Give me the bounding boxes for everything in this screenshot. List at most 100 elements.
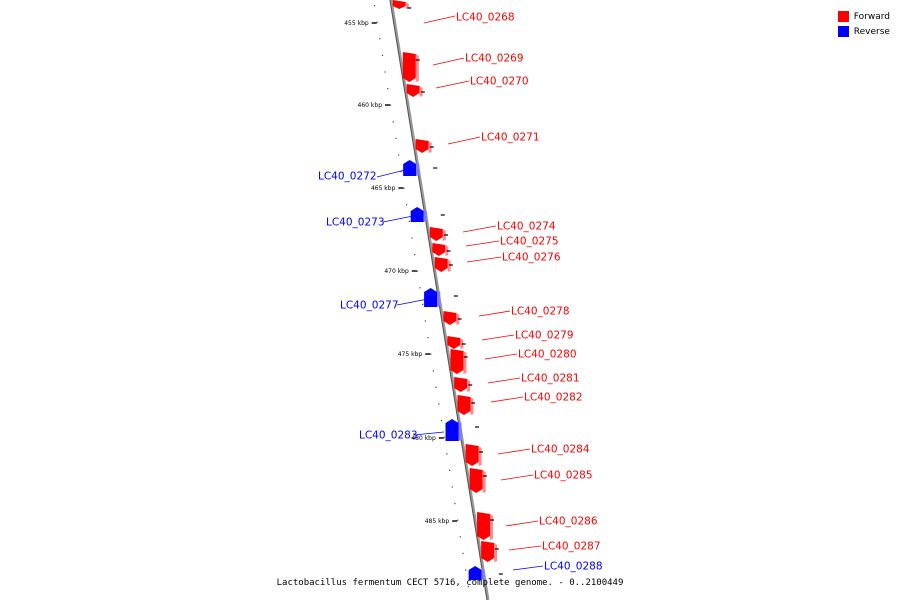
gene-block[interactable] <box>454 377 468 392</box>
gene-block[interactable] <box>443 311 457 325</box>
gene-label[interactable]: LC40_0271 <box>481 132 540 144</box>
gene-block[interactable] <box>445 419 459 441</box>
gene-leader-line <box>423 15 456 24</box>
gene-LC40_0283[interactable]: LC40_0283 <box>359 419 480 442</box>
tick-dot <box>419 287 421 289</box>
tick-dot <box>403 187 405 189</box>
gene-LC40_0286[interactable]: LC40_0286 <box>477 512 598 540</box>
gene-block-shade <box>481 568 485 580</box>
gene-block-shade <box>415 54 419 82</box>
gene-block[interactable] <box>477 512 491 540</box>
gene-block[interactable] <box>403 160 417 176</box>
gene-LC40_0268[interactable]: LC40_0268 <box>392 0 515 24</box>
gene-block-shade <box>482 470 486 493</box>
gene-leader-line <box>466 256 502 263</box>
tick-dot <box>446 453 448 455</box>
tick-dot <box>389 104 392 106</box>
gene-label[interactable]: LC40_0274 <box>497 221 556 233</box>
tick-dot <box>435 386 437 388</box>
gene-label[interactable]: LC40_0276 <box>502 252 561 264</box>
gene-label[interactable]: LC40_0284 <box>531 444 590 456</box>
gene-LC40_0284[interactable]: LC40_0284 <box>465 444 590 467</box>
gene-label[interactable]: LC40_0286 <box>539 516 598 528</box>
gene-block[interactable] <box>406 84 420 97</box>
gene-block[interactable] <box>402 52 416 82</box>
gene-leader-line <box>490 396 524 403</box>
gene-label[interactable]: LC40_0275 <box>500 236 559 248</box>
ruler-label: 470 kbp <box>384 268 409 275</box>
gene-LC40_0279[interactable]: LC40_0279 <box>447 330 574 350</box>
tick-dot <box>387 88 389 90</box>
gene-label[interactable]: LC40_0270 <box>470 76 529 88</box>
gene-LC40_0276[interactable]: LC40_0276 <box>434 252 561 273</box>
gene-block[interactable] <box>468 566 482 580</box>
tick-dot <box>376 21 378 23</box>
gene-label[interactable]: LC40_0282 <box>524 392 583 404</box>
gene-LC40_0280[interactable]: LC40_0280 <box>450 349 577 375</box>
gene-block[interactable] <box>481 541 495 562</box>
gene-label[interactable]: LC40_0283 <box>359 430 418 442</box>
gene-label[interactable]: LC40_0288 <box>544 561 603 573</box>
gene-leader-line <box>447 136 481 145</box>
gene-LC40_0278[interactable]: LC40_0278 <box>443 306 570 326</box>
tick-dot <box>411 237 413 239</box>
tick-dot <box>416 270 418 272</box>
tick-dot <box>430 353 432 355</box>
tick-dot <box>457 519 459 521</box>
legend-forward-label: Forward <box>853 11 890 22</box>
gene-block[interactable] <box>432 243 446 256</box>
gene-track: LC40_0268 LC40_0269 LC40_0270 LC40_0271 LC40… <box>318 0 603 580</box>
gene-label[interactable]: LC40_0285 <box>534 470 593 482</box>
gene-LC40_0271[interactable]: LC40_0271 <box>415 132 540 154</box>
gene-block[interactable] <box>434 257 448 272</box>
gene-block[interactable] <box>424 288 438 307</box>
gene-label[interactable]: LC40_0273 <box>326 217 385 229</box>
legend: Forward Reverse <box>837 9 890 39</box>
gene-label[interactable]: LC40_0268 <box>456 12 515 24</box>
gene-label[interactable]: LC40_0278 <box>511 306 570 318</box>
gene-LC40_0285[interactable]: LC40_0285 <box>469 468 593 493</box>
gene-block[interactable] <box>392 0 406 9</box>
gene-leader-line <box>478 310 511 317</box>
tick-dot <box>373 5 375 7</box>
gene-LC40_0274[interactable]: LC40_0274 <box>429 221 556 242</box>
gene-label[interactable]: LC40_0280 <box>518 349 577 361</box>
gene-block[interactable] <box>465 444 479 466</box>
gene-block[interactable] <box>429 227 443 241</box>
gene-block[interactable] <box>457 395 471 415</box>
gene-leader-line <box>462 225 497 233</box>
gene-label[interactable]: LC40_0281 <box>521 373 580 385</box>
gene-block-shade <box>494 543 498 562</box>
gene-label[interactable]: LC40_0279 <box>515 330 574 342</box>
gene-leader-line <box>481 334 515 341</box>
gene-label[interactable]: LC40_0272 <box>318 171 377 183</box>
gene-LC40_0270[interactable]: LC40_0270 <box>406 76 529 98</box>
gene-LC40_0273[interactable]: LC40_0273 <box>326 207 445 229</box>
gene-block-shade <box>423 209 427 222</box>
ruler-label: 475 kbp <box>398 351 423 358</box>
tick-dot <box>406 204 408 206</box>
legend-reverse: Reverse <box>837 24 890 39</box>
gene-block[interactable] <box>469 468 483 493</box>
gene-LC40_0275[interactable]: LC40_0275 <box>432 236 559 257</box>
gene-label[interactable]: LC40_0269 <box>465 53 524 65</box>
gene-LC40_0281[interactable]: LC40_0281 <box>454 373 580 393</box>
gene-LC40_0277[interactable]: LC40_0277 <box>340 288 458 312</box>
gene-block[interactable] <box>410 207 424 222</box>
gene-block[interactable] <box>450 349 464 374</box>
gene-LC40_0282[interactable]: LC40_0282 <box>457 392 583 416</box>
gene-LC40_0288[interactable]: LC40_0288 <box>468 561 603 581</box>
gene-label[interactable]: LC40_0287 <box>542 541 601 553</box>
tick-dots <box>373 5 469 588</box>
gene-leader-line <box>484 353 518 360</box>
gene-LC40_0272[interactable]: LC40_0272 <box>318 160 438 183</box>
gene-leader-line <box>465 240 500 247</box>
gene-block[interactable] <box>447 336 461 349</box>
gene-label[interactable]: LC40_0277 <box>340 300 399 312</box>
gene-LC40_0269[interactable]: LC40_0269 <box>402 52 524 82</box>
gene-block[interactable] <box>415 139 429 153</box>
tick-dot <box>465 569 467 571</box>
ruler-label: 480 kbp <box>411 435 436 442</box>
gene-LC40_0287[interactable]: LC40_0287 <box>481 541 601 563</box>
